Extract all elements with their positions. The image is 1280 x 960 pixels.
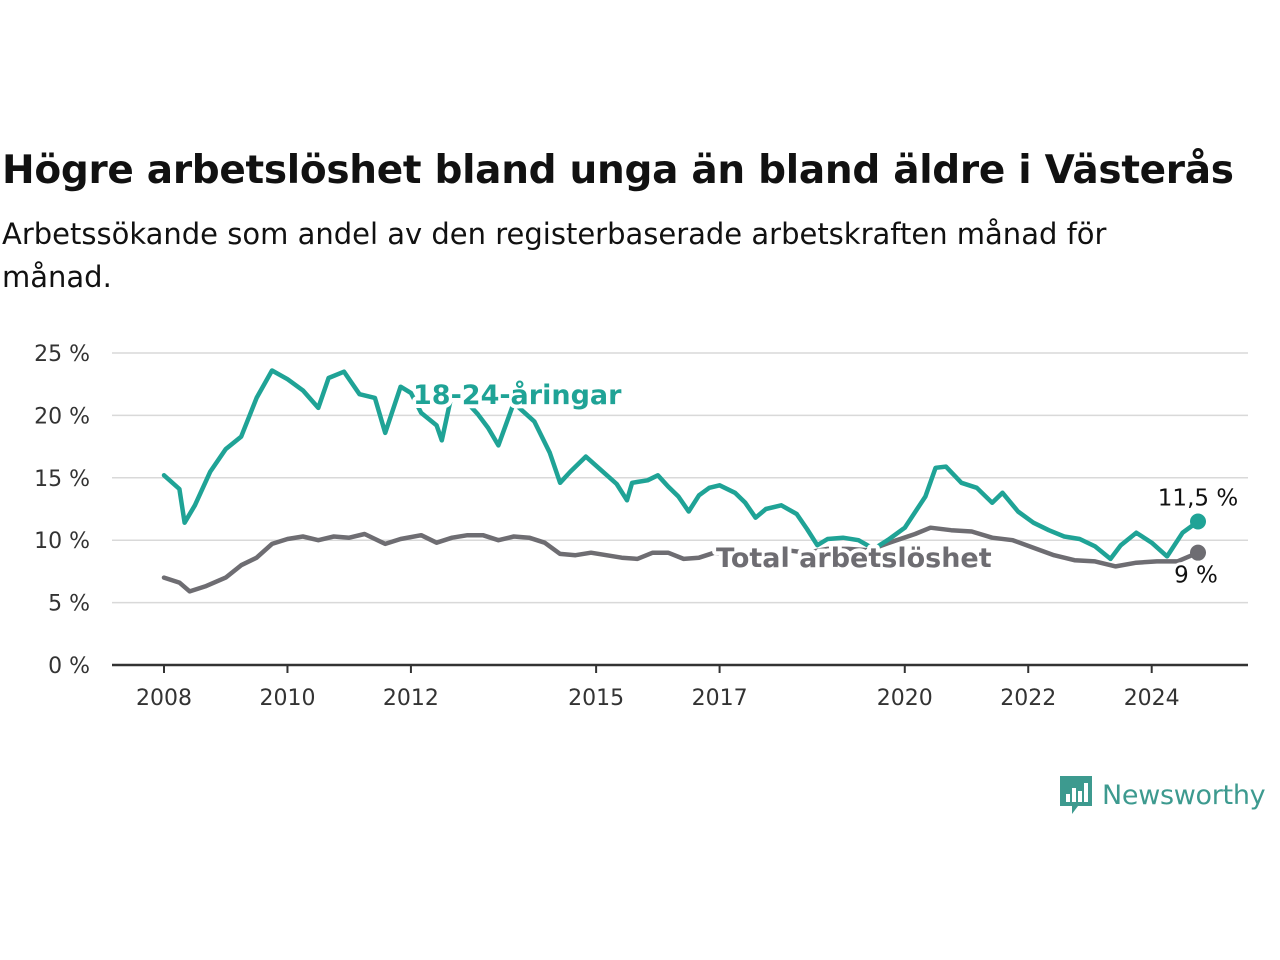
y-tick-label: 0 %: [48, 654, 90, 679]
x-axis: 2008 2010 2012 2015 2017 2020 2022 2024: [112, 663, 1248, 711]
series-label-total: Total arbetslöshet: [716, 543, 992, 574]
chart-title: Högre arbetslöshet bland unga än bland ä…: [2, 148, 1234, 193]
y-tick-label: 5 %: [48, 592, 90, 617]
x-tick-label: 2010: [259, 686, 315, 711]
x-tick-label: 2024: [1124, 686, 1180, 711]
y-tick-label: 10 %: [34, 529, 90, 554]
end-label-total: 9 %: [1174, 563, 1218, 589]
x-tick-label: 2008: [136, 686, 192, 711]
x-tick-label: 2022: [1000, 686, 1056, 711]
end-label-18-24: 11,5 %: [1158, 485, 1238, 511]
x-tick-label: 2012: [383, 686, 439, 711]
x-tick-label: 2017: [692, 686, 748, 711]
series-lines: [161, 368, 1206, 594]
y-tick-label: 20 %: [34, 404, 90, 429]
brand-name: Newsworthy: [1102, 779, 1266, 811]
series-line-18-24: [161, 368, 1201, 562]
x-tick-label: 2015: [568, 686, 624, 711]
x-tick-label: 2020: [877, 686, 933, 711]
end-dot-total: [1190, 544, 1206, 561]
end-dot-18-24: [1190, 513, 1206, 530]
y-axis-ticks: 0 % 5 % 10 % 15 % 20 % 25 %: [34, 342, 90, 679]
y-tick-label: 15 %: [34, 467, 90, 492]
series-label-18-24: 18-24-åringar: [413, 379, 622, 411]
series-labels: 18-24-åringar Total arbetslöshet 11,5 % 9 %: [409, 375, 1241, 592]
chart-subtitle: Arbetssökande som andel av den registerb…: [2, 217, 1107, 294]
y-tick-label: 25 %: [34, 342, 90, 367]
newsworthy-logo-icon: [1060, 776, 1092, 814]
brand-logo: Newsworthy: [1058, 774, 1266, 816]
series-line-total: [161, 525, 1201, 594]
gridlines: [112, 352, 1248, 604]
